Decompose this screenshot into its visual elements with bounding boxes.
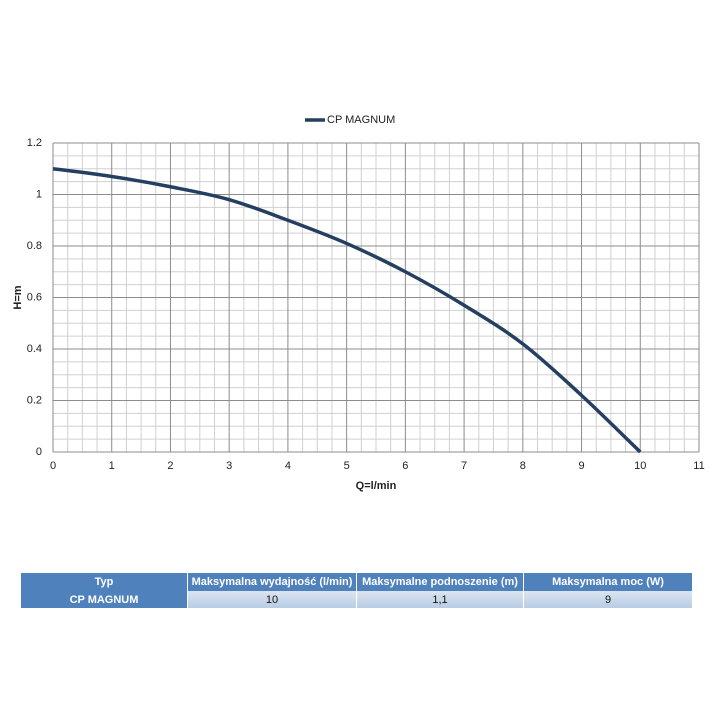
spec-table: Typ Maksymalna wydajność (l/min) Maksyma… (21, 573, 693, 608)
x-tick-label: 4 (285, 460, 291, 472)
x-tick-label: 0 (50, 460, 56, 472)
cell: 9 (523, 591, 693, 608)
x-tick-label: 10 (634, 460, 646, 472)
y-tick-label: 1.2 (27, 137, 42, 149)
x-tick-label: 6 (402, 460, 408, 472)
y-tick-label: 1 (36, 188, 42, 200)
x-tick-label: 8 (520, 460, 526, 472)
cell: CP MAGNUM (21, 591, 188, 608)
y-tick-label: 0.8 (27, 240, 42, 252)
x-tick-label: 1 (109, 460, 115, 472)
y-tick-label: 0 (36, 446, 42, 458)
chart: 0 1 2 3 4 5 6 7 8 9 10 11 0 0.2 0.4 0.6 0.8 1 1.2 Q=l/min H=… (12, 114, 705, 492)
y-tick-label: 0.6 (27, 291, 42, 303)
x-tick-label: 11 (693, 460, 704, 472)
cell: 10 (187, 591, 357, 608)
y-tick-label: 0.4 (27, 343, 42, 355)
header-cell: Typ (21, 573, 188, 591)
x-tick-label: 7 (461, 460, 467, 472)
table-header: Typ Maksymalna wydajność (l/min) Maksyma… (21, 573, 693, 591)
x-tick-label: 3 (226, 460, 232, 472)
x-tick-label: 2 (167, 460, 173, 472)
x-tick-label: 5 (344, 460, 350, 472)
cell: 1,1 (356, 591, 524, 608)
y-tick-label: 0.2 (27, 394, 42, 406)
table-row: CP MAGNUM 10 1,1 9 (21, 591, 693, 608)
line (52, 167, 642, 454)
legend-label: CP MAGNUM (327, 114, 395, 126)
header-cell: Maksymalne podnoszenie (m) (356, 573, 524, 591)
x-axis-title: Q=l/min (356, 480, 397, 492)
x-tick-label: 9 (578, 460, 584, 472)
header-cell: Maksymalna moc (W) (523, 573, 693, 591)
y-axis-title: H=m (12, 285, 24, 309)
header-cell: Maksymalna wydajność (l/min) (187, 573, 357, 591)
